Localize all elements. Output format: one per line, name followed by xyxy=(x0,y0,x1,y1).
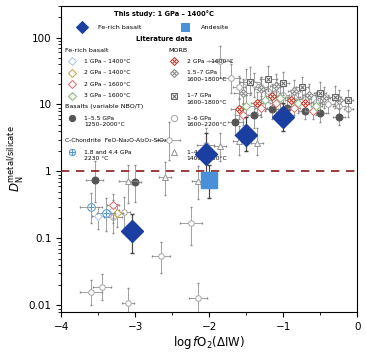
X-axis label: log$\,f$O$_2$($\Delta$IW): log$\,f$O$_2$($\Delta$IW) xyxy=(173,335,245,351)
Y-axis label: $D_\mathrm{N}^\mathrm{metal/silicate}$: $D_\mathrm{N}^\mathrm{metal/silicate}$ xyxy=(5,125,26,192)
